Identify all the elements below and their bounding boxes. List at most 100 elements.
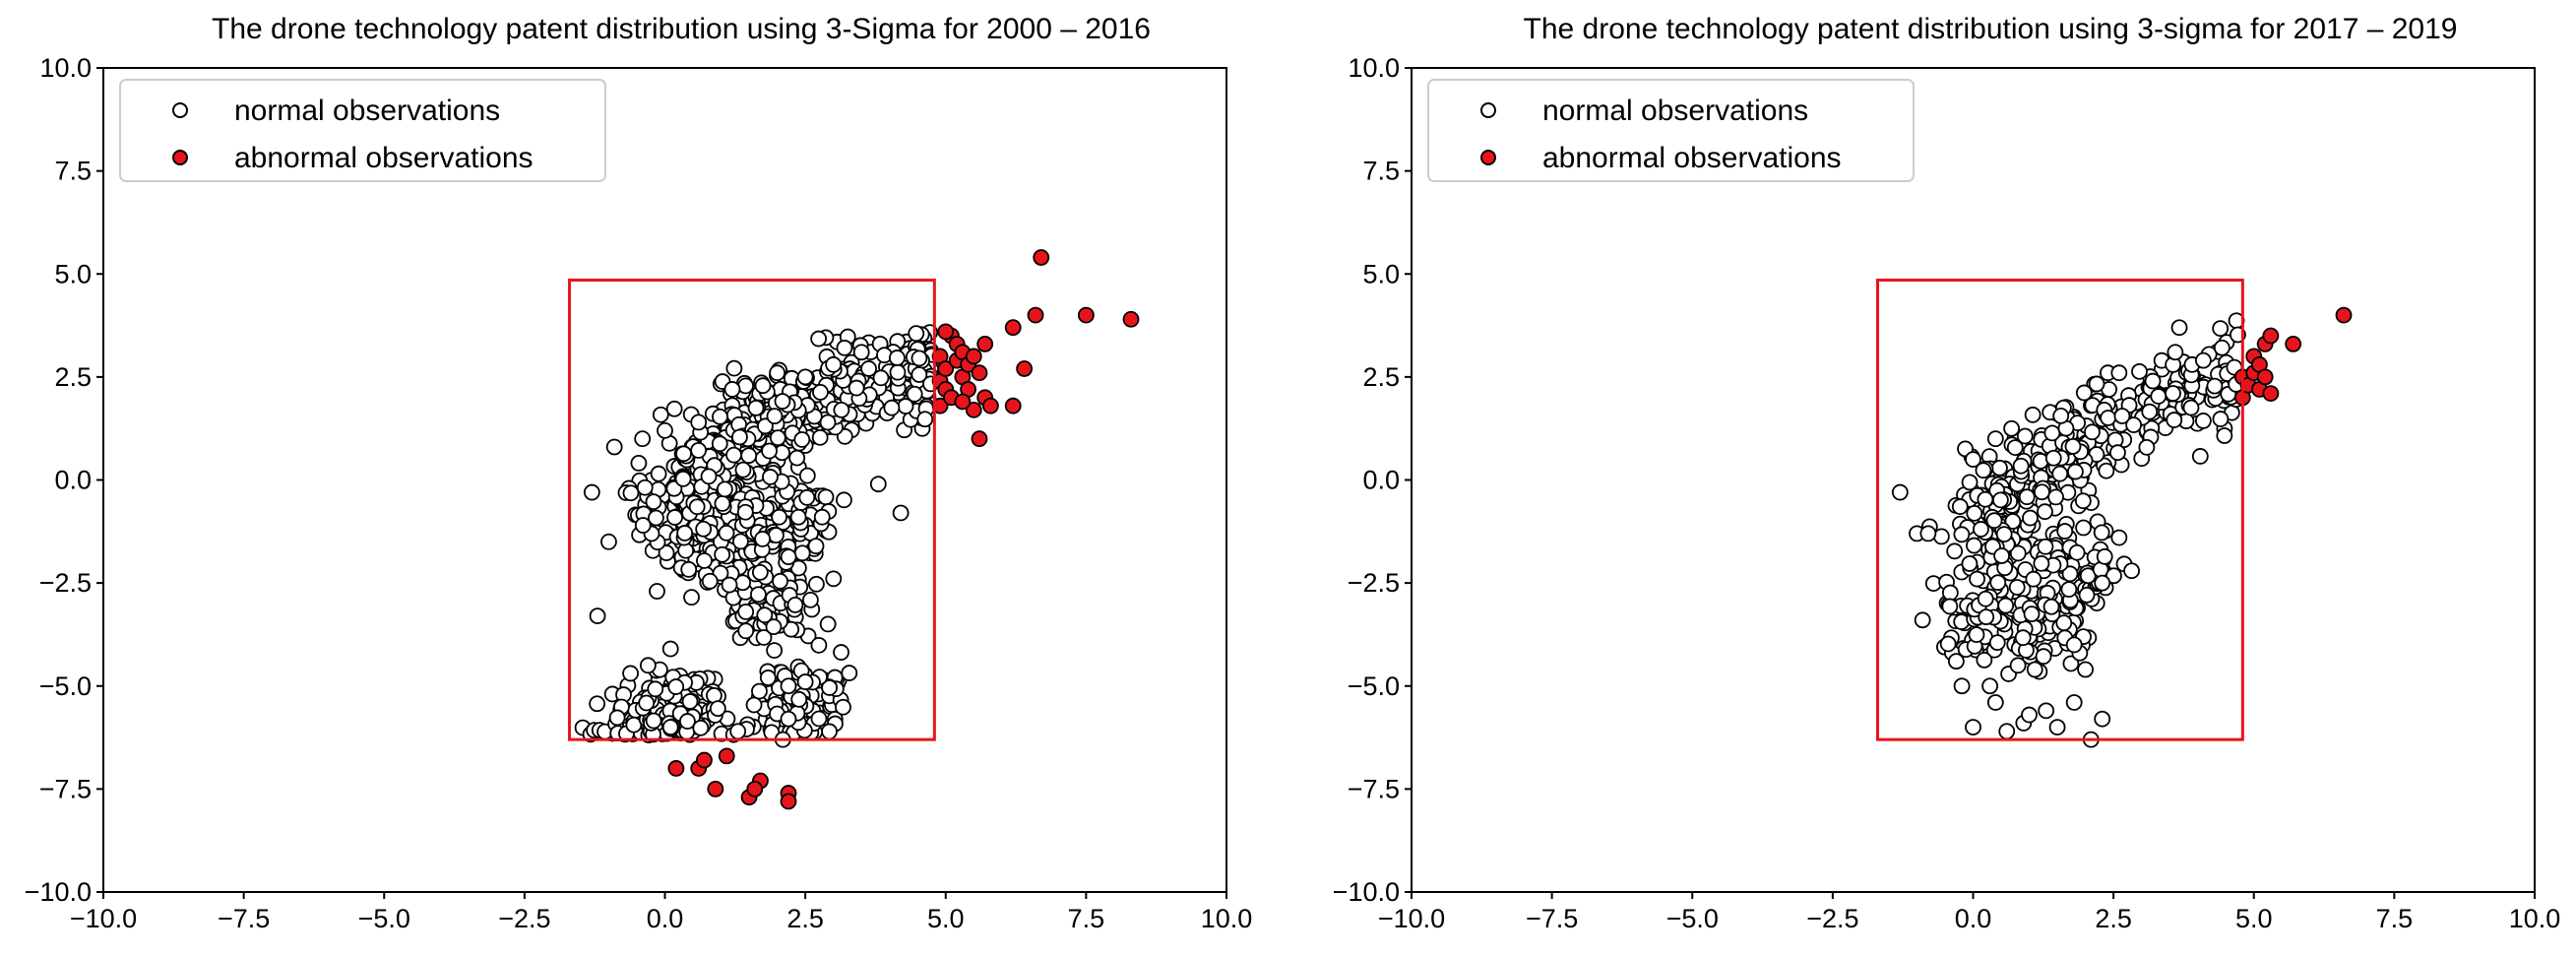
x-tick-label: −7.5 bbox=[1526, 904, 1578, 933]
normal-point bbox=[2191, 448, 2209, 465]
normal-point bbox=[2035, 648, 2052, 666]
normal-point bbox=[825, 570, 843, 588]
normal-point bbox=[798, 488, 816, 506]
normal-point bbox=[2026, 661, 2043, 678]
normal-point bbox=[622, 484, 640, 502]
normal-point bbox=[2056, 523, 2074, 540]
normal-point bbox=[780, 677, 797, 695]
normal-point bbox=[2065, 694, 2083, 711]
normal-point bbox=[783, 620, 800, 638]
abnormal-point bbox=[707, 780, 724, 798]
abnormal-point bbox=[1077, 306, 1095, 324]
normal-point bbox=[2109, 444, 2126, 462]
normal-point bbox=[819, 615, 837, 633]
chart-2-title: The drone technology patent distribution… bbox=[1524, 13, 2458, 45]
normal-point bbox=[819, 414, 837, 431]
normal-point bbox=[2067, 463, 2084, 480]
normal-point bbox=[650, 465, 667, 482]
chart-1-y-axis: 10.0 7.5 5.0 2.5 0.0 −2.5 −5.0 −7.5 −10.0 bbox=[25, 53, 103, 907]
normal-point bbox=[911, 350, 928, 367]
normal-point bbox=[2024, 406, 2042, 423]
x-tick-label: 10.0 bbox=[2509, 904, 2561, 933]
normal-point bbox=[712, 408, 728, 425]
x-tick-label: 2.5 bbox=[2095, 904, 2132, 933]
normal-point bbox=[793, 544, 811, 562]
chart-1-plot-area bbox=[103, 68, 1226, 892]
normal-point bbox=[658, 544, 675, 561]
normal-point bbox=[801, 591, 819, 608]
chart-2-sigma-box bbox=[1876, 279, 2244, 741]
normal-point bbox=[796, 368, 814, 386]
normal-point bbox=[833, 401, 850, 418]
y-tick-label: 0.0 bbox=[54, 466, 92, 495]
normal-point bbox=[2014, 629, 2032, 647]
y-tick-label: 5.0 bbox=[54, 259, 92, 288]
abnormal-point bbox=[937, 323, 955, 341]
abnormal-point bbox=[1027, 306, 1044, 324]
normal-point bbox=[645, 712, 662, 730]
normal-point bbox=[2064, 437, 2082, 455]
normal-point bbox=[661, 640, 679, 658]
normal-point bbox=[688, 498, 706, 516]
normal-point bbox=[714, 495, 731, 512]
y-tick-label: 7.5 bbox=[1362, 157, 1400, 186]
normal-point bbox=[1998, 723, 2016, 740]
normal-point bbox=[2065, 636, 2083, 654]
normal-point bbox=[2098, 462, 2115, 479]
normal-point bbox=[583, 483, 600, 501]
normal-point bbox=[852, 344, 870, 361]
normal-point bbox=[2060, 581, 2078, 598]
normal-point bbox=[667, 678, 685, 695]
chart-2-x-axis: −10.0 −7.5 −5.0 −2.5 0.0 2.5 5.0 7.5 10.0 bbox=[1378, 892, 2560, 933]
chart-2: The drone technology patent distribution… bbox=[1333, 13, 2561, 933]
normal-point bbox=[1891, 483, 1909, 501]
y-tick-label: 7.5 bbox=[54, 157, 92, 186]
normal-point bbox=[734, 461, 752, 478]
normal-point bbox=[1965, 451, 1981, 468]
normal-point bbox=[810, 330, 828, 348]
normal-point bbox=[916, 411, 934, 428]
normal-point bbox=[2047, 488, 2064, 506]
sigma-box-rect bbox=[568, 279, 936, 741]
normal-point bbox=[860, 360, 877, 377]
normal-point bbox=[2170, 319, 2188, 337]
chart-1-points bbox=[574, 249, 1140, 810]
normal-point bbox=[630, 455, 648, 472]
normal-point bbox=[745, 696, 763, 714]
abnormal-point bbox=[1122, 310, 1140, 328]
normal-point bbox=[774, 393, 791, 410]
x-tick-label: −7.5 bbox=[218, 904, 270, 933]
normal-point bbox=[709, 700, 726, 718]
normal-point bbox=[1995, 526, 2013, 542]
abnormal-point bbox=[718, 747, 735, 765]
normal-point bbox=[768, 527, 785, 544]
normal-point bbox=[757, 417, 774, 435]
normal-point bbox=[605, 438, 623, 456]
normal-point bbox=[2077, 661, 2095, 678]
normal-point bbox=[1969, 570, 1985, 588]
normal-point bbox=[2074, 492, 2092, 510]
normal-point bbox=[636, 478, 654, 496]
normal-point bbox=[892, 504, 910, 522]
normal-point bbox=[1978, 608, 1995, 626]
normal-point bbox=[908, 325, 925, 343]
normal-point bbox=[647, 680, 664, 698]
normal-point bbox=[729, 723, 747, 740]
abnormal-point bbox=[981, 397, 999, 415]
normal-point bbox=[716, 480, 733, 498]
normal-point bbox=[649, 583, 665, 600]
normal-point bbox=[2213, 339, 2230, 356]
x-tick-label: −10.0 bbox=[1378, 904, 1445, 933]
normal-point bbox=[2131, 362, 2148, 380]
chart-1-x-axis: −10.0 −7.5 −5.0 −2.5 0.0 2.5 5.0 7.5 10.0 bbox=[70, 892, 1252, 933]
normal-point bbox=[1997, 597, 2015, 614]
normal-point bbox=[721, 576, 738, 594]
y-tick-label: −5.0 bbox=[1348, 671, 1400, 701]
normal-point bbox=[2084, 423, 2101, 441]
normal-point bbox=[1993, 547, 2010, 564]
legend-label-abnormal: abnormal observations bbox=[1542, 142, 1842, 174]
normal-point bbox=[755, 629, 773, 646]
normal-point bbox=[821, 723, 838, 740]
abnormal-point bbox=[971, 364, 988, 382]
normal-point bbox=[589, 607, 606, 625]
